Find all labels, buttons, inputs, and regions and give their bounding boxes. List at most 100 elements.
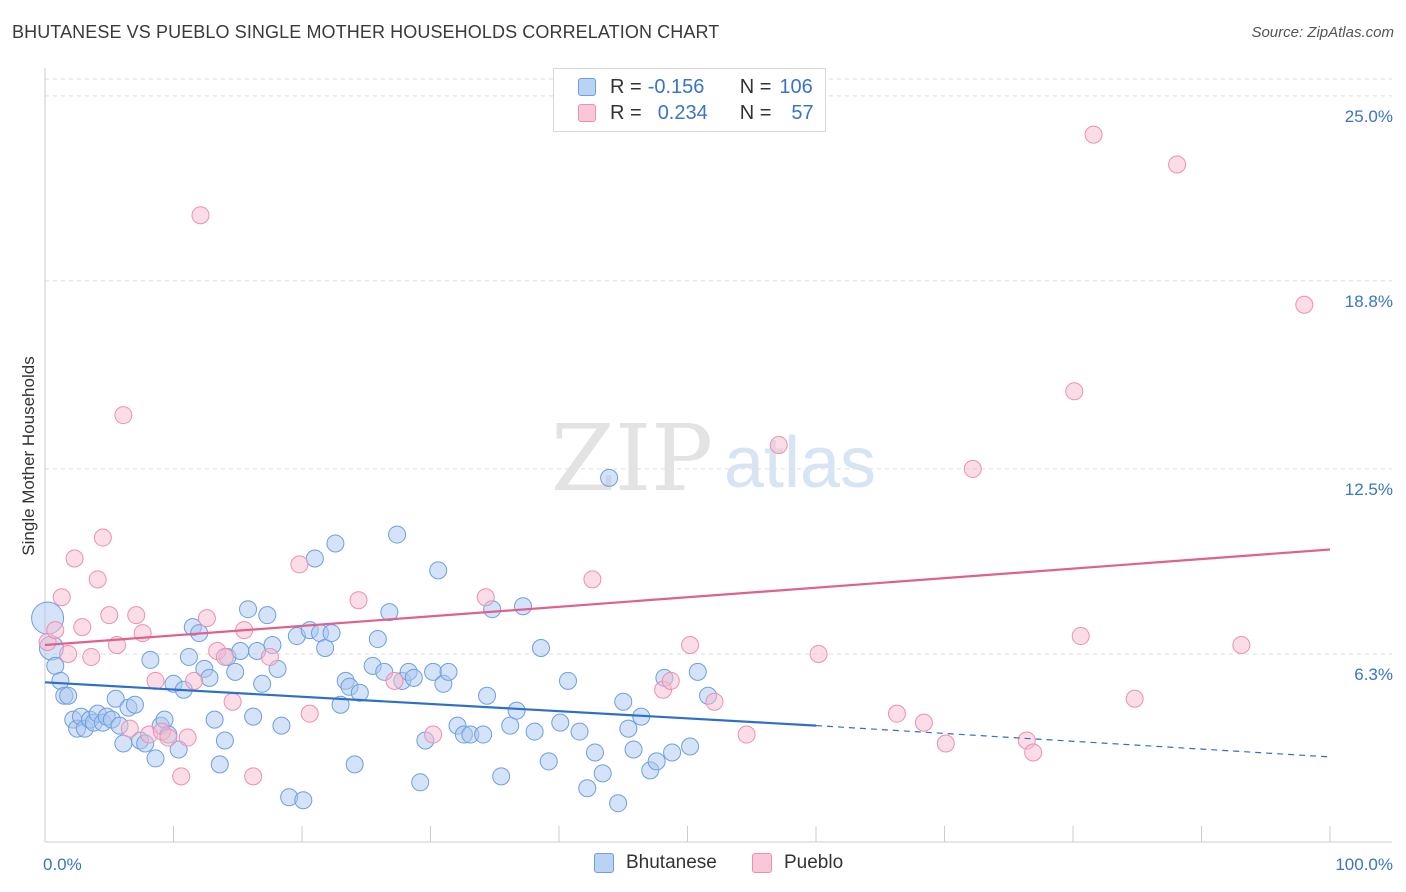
pueblo-point-55 — [1232, 636, 1251, 655]
watermark: ZIP atlas — [551, 405, 876, 512]
series-legend: Bhutanese Pueblo — [0, 852, 1406, 878]
legend-row-pueblo: R = 0.234 N = 57 — [578, 101, 814, 125]
pueblo-point-5 — [73, 618, 92, 637]
pueblo-point-1 — [46, 621, 65, 640]
pueblo-point-21 — [185, 671, 204, 690]
bhutanese-point-40 — [226, 662, 245, 681]
legend-r-value: -0.156 — [647, 75, 705, 98]
pueblo-point-35 — [476, 588, 495, 607]
bhutanese-point-68 — [388, 525, 407, 544]
pueblo-point-30 — [290, 555, 309, 574]
trend-lines — [44, 548, 1331, 758]
series-legend-pueblo[interactable]: Pueblo — [752, 852, 843, 874]
bhutanese-point-62 — [345, 755, 364, 774]
pueblo-point-9 — [100, 606, 119, 625]
bhutanese-point-20 — [125, 695, 144, 714]
pueblo-point-43 — [809, 644, 828, 663]
legend-row-bhutanese: R = -0.156 N = 106 — [578, 75, 813, 99]
series-swatch-pink — [752, 853, 772, 873]
legend-swatch-pink — [578, 104, 596, 122]
x-tick-label-0: 0.0% — [43, 855, 82, 874]
bhutanese-point-5 — [59, 686, 78, 705]
bhutanese-point-99 — [614, 692, 633, 711]
bhutanese-point-65 — [368, 630, 387, 649]
bhutanese-point-106 — [663, 743, 682, 762]
bhutanese-point-97 — [600, 468, 619, 487]
pueblo-point-51 — [1071, 627, 1090, 646]
pueblo-point-32 — [349, 591, 368, 610]
series-legend-bhutanese[interactable]: Bhutanese — [594, 852, 717, 874]
pueblo-point-18 — [159, 728, 178, 747]
watermark-zip: ZIP — [551, 405, 713, 512]
series-label-bhutanese: Bhutanese — [626, 852, 717, 873]
pueblo-trend-line — [44, 548, 1331, 647]
bhutanese-point-63 — [350, 683, 369, 702]
bhutanese-point-3 — [51, 671, 70, 690]
bhutanese-point-82 — [478, 686, 497, 705]
bhutanese-point-88 — [525, 722, 544, 741]
bhutanese-points — [31, 468, 718, 813]
pueblo-point-54 — [1168, 155, 1187, 174]
pueblo-point-36 — [583, 570, 602, 589]
pueblo-point-49 — [1024, 743, 1043, 762]
pueblo-point-13 — [127, 606, 146, 625]
legend-n-value: 106 — [779, 75, 813, 98]
pueblo-point-34 — [424, 725, 443, 744]
bhutanese-point-52 — [294, 791, 313, 810]
bhutanese-point-93 — [570, 722, 589, 741]
bhutanese-point-108 — [688, 662, 707, 681]
pueblo-point-25 — [215, 647, 234, 666]
pueblo-point-4 — [65, 549, 84, 568]
pueblo-point-20 — [178, 728, 197, 747]
pueblo-point-7 — [88, 570, 107, 589]
bhutanese-point-36 — [205, 710, 224, 729]
series-label-pueblo: Pueblo — [784, 852, 844, 873]
pueblo-point-45 — [914, 713, 933, 732]
y-axis-label: Single Mother Households — [19, 356, 38, 555]
y-tick-label-0: 6.3% — [1354, 665, 1393, 684]
pueblo-point-3 — [59, 644, 78, 663]
pueblo-point-28 — [244, 767, 263, 786]
bhutanese-point-56 — [316, 638, 335, 657]
bhutanese-point-94 — [578, 779, 597, 798]
bhutanese-point-75 — [429, 561, 448, 580]
pueblo-point-42 — [769, 436, 788, 455]
bhutanese-point-38 — [215, 731, 234, 750]
pueblo-point-46 — [936, 734, 955, 753]
legend-r-value: 0.234 — [657, 101, 708, 124]
bhutanese-point-29 — [169, 740, 188, 759]
bhutanese-point-45 — [253, 674, 272, 693]
bhutanese-point-87 — [514, 597, 533, 616]
bhutanese-point-59 — [331, 695, 350, 714]
bhutanese-point-43 — [244, 707, 263, 726]
pueblo-point-50 — [1065, 382, 1084, 401]
legend-n-value: 57 — [791, 101, 814, 124]
pueblo-point-8 — [93, 528, 112, 547]
pueblo-point-47 — [963, 459, 982, 478]
pueblo-point-19 — [172, 767, 191, 786]
bhutanese-point-100 — [619, 719, 638, 738]
legend-n-label: N = — [739, 101, 772, 124]
bhutanese-point-23 — [141, 650, 160, 669]
pueblo-point-6 — [82, 647, 101, 666]
y-tick-label-1: 12.5% — [1345, 480, 1393, 499]
bhutanese-point-85 — [501, 716, 520, 735]
bhutanese-point-92 — [558, 671, 577, 690]
bhutanese-point-89 — [532, 638, 551, 657]
pueblo-point-11 — [114, 406, 133, 425]
bhutanese-point-24 — [146, 749, 165, 768]
pueblo-point-39 — [681, 636, 700, 655]
bhutanese-point-107 — [681, 737, 700, 756]
bhutanese-point-86 — [507, 701, 526, 720]
bhutanese-point-81 — [474, 725, 493, 744]
bhutanese-point-46 — [258, 606, 277, 625]
bhutanese-point-84 — [492, 767, 511, 786]
bhutanese-point-104 — [647, 752, 666, 771]
bhutanese-point-41 — [231, 641, 250, 660]
bhutanese-point-67 — [380, 603, 399, 622]
bhutanese-point-49 — [272, 716, 291, 735]
pueblo-point-38 — [661, 671, 680, 690]
y-tick-label-2: 18.8% — [1345, 292, 1393, 311]
bhutanese-point-90 — [539, 752, 558, 771]
